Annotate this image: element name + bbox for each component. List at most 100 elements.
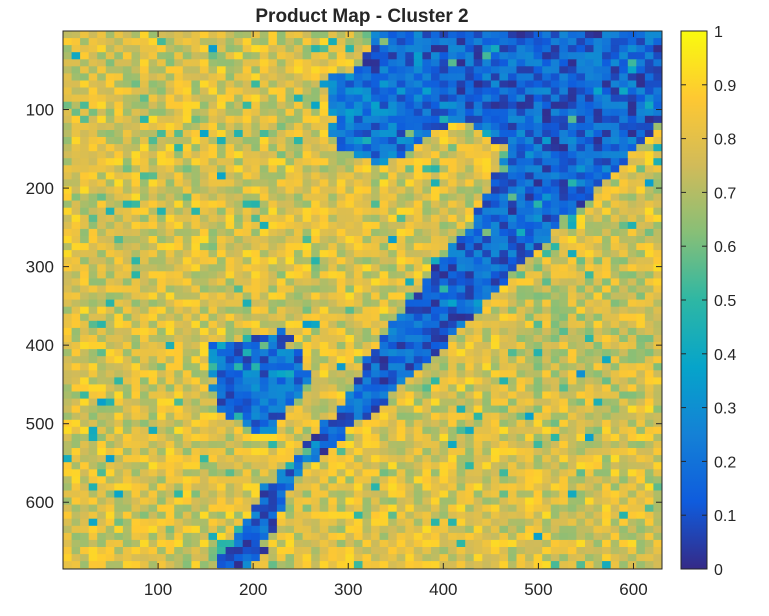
heatmap-cell <box>191 462 201 470</box>
heatmap-cell <box>165 179 175 188</box>
heatmap-cell <box>131 200 141 209</box>
heatmap-cell <box>533 405 543 414</box>
heatmap-cell <box>148 490 158 499</box>
heatmap-cell <box>165 151 175 159</box>
heatmap-cell <box>653 243 662 251</box>
heatmap-cell <box>508 278 518 287</box>
heatmap-cell <box>602 405 612 414</box>
heatmap-cell <box>644 52 655 60</box>
heatmap-cell <box>276 426 287 435</box>
heatmap-cell <box>405 342 415 350</box>
heatmap-cell <box>182 207 192 216</box>
heatmap-cell <box>114 193 124 202</box>
heatmap-cell <box>140 94 150 103</box>
heatmap-cell <box>362 518 372 527</box>
heatmap-cell <box>88 73 98 82</box>
heatmap-cell <box>157 158 167 166</box>
heatmap-cell <box>105 363 115 371</box>
heatmap-cell <box>490 130 501 138</box>
heatmap-cell <box>602 264 612 272</box>
heatmap-cell <box>508 419 518 428</box>
heatmap-cell <box>653 214 662 223</box>
heatmap-cell <box>396 349 406 357</box>
heatmap-cell <box>268 144 278 152</box>
heatmap-cell <box>533 214 543 223</box>
heatmap-cell <box>63 377 73 386</box>
heatmap-cell <box>97 66 107 74</box>
heatmap-cell <box>413 313 423 322</box>
heatmap-cell <box>294 130 304 138</box>
heatmap-cell <box>465 193 475 202</box>
heatmap-cell <box>225 144 235 152</box>
heatmap-cell <box>63 306 73 315</box>
heatmap-cell <box>473 243 483 251</box>
heatmap-cell <box>88 38 98 46</box>
heatmap-cell <box>114 66 124 74</box>
heatmap-cell <box>199 497 210 506</box>
heatmap-cell <box>593 433 603 442</box>
heatmap-cell <box>653 264 662 272</box>
heatmap-cell <box>80 490 90 499</box>
heatmap-cell <box>242 31 252 39</box>
heatmap-cell <box>191 292 201 301</box>
heatmap-cell <box>448 158 458 166</box>
heatmap-cell <box>105 214 115 223</box>
heatmap-cell <box>550 243 560 251</box>
heatmap-cell <box>456 158 466 166</box>
heatmap-cell <box>413 398 423 407</box>
heatmap-cell <box>242 73 252 82</box>
heatmap-cell <box>88 363 98 371</box>
heatmap-cell <box>199 525 210 534</box>
heatmap-cell <box>319 214 329 223</box>
heatmap-cell <box>388 469 398 477</box>
heatmap-cell <box>122 356 133 364</box>
heatmap-cell <box>148 426 158 435</box>
heatmap-cell <box>148 87 158 96</box>
heatmap-cell <box>234 292 244 301</box>
heatmap-cell <box>114 52 124 60</box>
heatmap-cell <box>80 221 90 230</box>
heatmap-cell <box>550 469 560 477</box>
heatmap-cell <box>388 497 398 506</box>
heatmap-cell <box>585 250 595 258</box>
heatmap-cell <box>362 38 372 46</box>
heatmap-cell <box>114 200 124 209</box>
heatmap-cell <box>619 87 629 96</box>
heatmap-cell <box>465 384 475 393</box>
heatmap-cell <box>499 115 509 124</box>
heatmap-cell <box>285 405 295 414</box>
heatmap-cell <box>405 320 415 329</box>
heatmap-cell <box>448 285 458 294</box>
heatmap-cell <box>653 299 662 308</box>
heatmap-cell <box>456 207 466 216</box>
heatmap-cell <box>431 327 441 336</box>
heatmap-cell <box>268 179 278 188</box>
heatmap-cell <box>465 73 475 82</box>
heatmap-cell <box>345 398 355 407</box>
heatmap-cell <box>242 419 252 428</box>
heatmap-cell <box>225 236 235 244</box>
heatmap-cell <box>217 490 227 499</box>
heatmap-cell <box>405 207 415 216</box>
heatmap-cell <box>371 236 381 244</box>
heatmap-cell <box>576 193 586 202</box>
heatmap-cell <box>644 193 655 202</box>
heatmap-cell <box>182 469 192 477</box>
heatmap-cell <box>71 52 81 60</box>
heatmap-cell <box>225 327 235 336</box>
heatmap-cell <box>610 448 620 456</box>
heatmap-cell <box>550 363 560 371</box>
heatmap-cell <box>311 207 321 216</box>
heatmap-cell <box>259 257 269 265</box>
heatmap-cell <box>174 193 184 202</box>
heatmap-cell <box>439 462 449 470</box>
heatmap-cell <box>490 448 501 456</box>
heatmap-cell <box>191 207 201 216</box>
heatmap-cell <box>131 525 141 534</box>
heatmap-cell <box>610 320 620 329</box>
heatmap-cell <box>439 469 449 477</box>
heatmap-cell <box>379 306 389 315</box>
heatmap-cell <box>499 31 509 39</box>
heatmap-cell <box>234 327 244 336</box>
heatmap-cell <box>63 441 73 449</box>
